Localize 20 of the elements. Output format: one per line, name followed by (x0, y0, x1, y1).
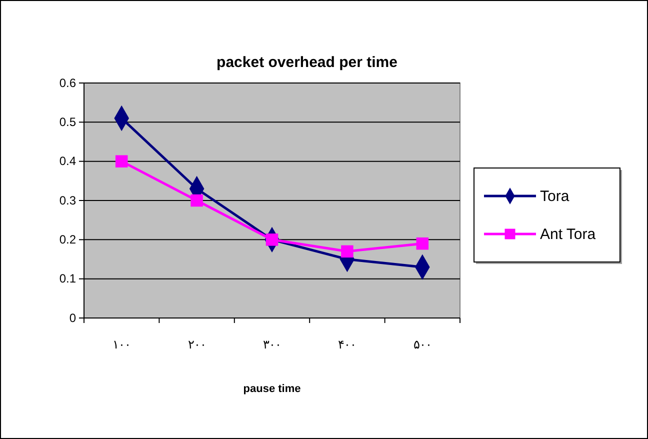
point (190, 194, 203, 207)
x-axis-title: pause time (243, 383, 301, 395)
y-tick-label: 0 (69, 310, 76, 325)
x-tick-label: ۴۰۰ (338, 338, 356, 352)
y-tick-label: 0.4 (59, 154, 76, 168)
y-tick-label: 0.5 (59, 115, 76, 130)
x-tick-label: ۳۰۰ (263, 338, 281, 352)
point (341, 245, 354, 258)
y-tick-label: 0.3 (59, 193, 76, 208)
y-tick-label: 0.6 (59, 76, 76, 90)
legend-label: Ant Tora (540, 226, 596, 243)
legend-label: Tora (540, 188, 570, 205)
x-tick-label: ۵۰۰ (413, 338, 432, 352)
x-tick-label: ۱۰۰ (112, 338, 131, 352)
y-tick-label: 0.1 (59, 272, 76, 286)
point (115, 155, 128, 168)
point (416, 237, 429, 250)
y-tick-label: 0.2 (59, 232, 76, 247)
x-tick-label: ۲۰۰ (188, 338, 206, 352)
chart-title: packet overhead per time (216, 54, 398, 71)
